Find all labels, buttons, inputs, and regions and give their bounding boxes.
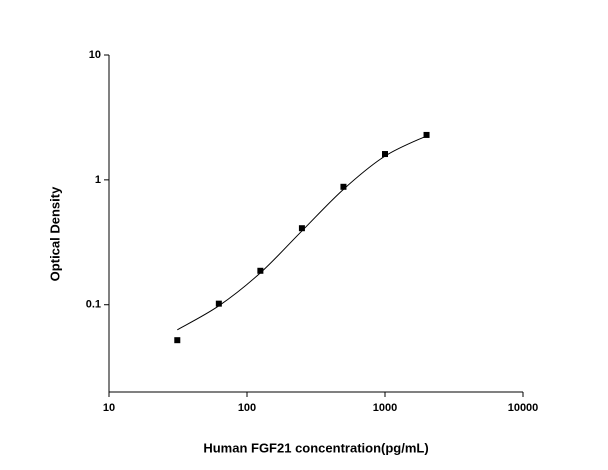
x-tick-label: 1000 bbox=[373, 402, 397, 414]
data-point bbox=[423, 131, 430, 138]
x-tick-label: 10000 bbox=[508, 402, 539, 414]
data-point bbox=[340, 183, 347, 190]
data-point bbox=[257, 267, 264, 274]
data-point bbox=[298, 225, 305, 232]
data-point bbox=[215, 300, 222, 307]
fit-curve bbox=[177, 135, 427, 331]
data-point bbox=[174, 337, 181, 344]
x-axis-title: Human FGF21 concentration(pg/mL) bbox=[203, 440, 428, 455]
y-tick-label: 1 bbox=[95, 174, 101, 186]
data-point bbox=[382, 151, 388, 158]
x-tick-label: 100 bbox=[238, 402, 256, 414]
y-axis-title: Optical Density bbox=[47, 186, 62, 281]
x-tick-label: 10 bbox=[103, 402, 115, 414]
y-tick-label: 0.1 bbox=[86, 299, 101, 311]
y-tick-label: 10 bbox=[89, 49, 101, 61]
